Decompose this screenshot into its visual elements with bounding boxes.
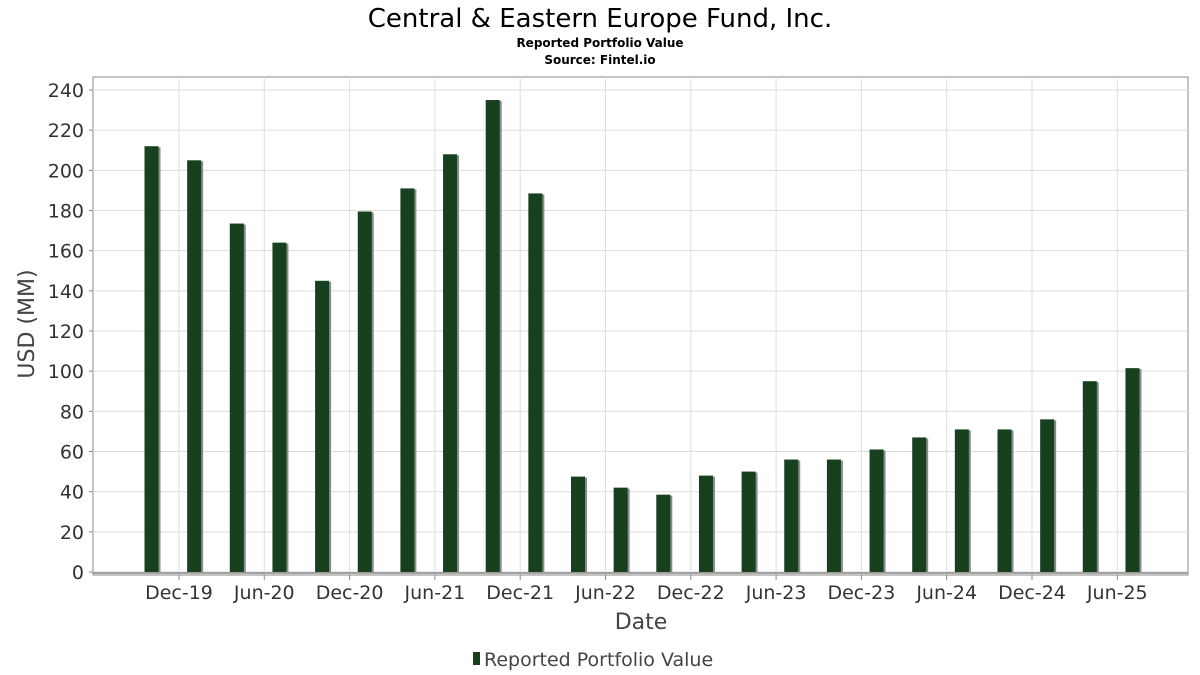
- bar: [698, 475, 713, 572]
- x-tick-label: Jun-25: [1086, 582, 1148, 604]
- x-tick-label: Dec-23: [827, 582, 895, 604]
- bar: [1125, 368, 1140, 572]
- y-tick-label: 40: [60, 482, 84, 504]
- x-tick-label: Jun-24: [915, 582, 977, 604]
- bar: [528, 193, 543, 572]
- x-tick-label: Dec-20: [316, 582, 384, 604]
- bars: [144, 100, 1142, 573]
- x-tick-label: Jun-22: [574, 582, 636, 604]
- y-axis-ticks: 0 20 40 60 80 100 120 140 160 180 200 220 240: [48, 80, 93, 584]
- legend-label: Reported Portfolio Value: [484, 649, 713, 671]
- legend: Reported Portfolio Value: [473, 649, 713, 671]
- y-axis-label: USD (MM): [15, 269, 40, 378]
- legend-swatch: [473, 652, 480, 665]
- bar: [954, 429, 969, 572]
- y-tick-label: 60: [60, 442, 84, 464]
- bar: [571, 476, 585, 572]
- y-tick-label: 140: [48, 281, 84, 303]
- x-tick-label: Jun-23: [745, 582, 807, 604]
- bar: [1082, 381, 1097, 572]
- y-tick-label: 160: [48, 241, 84, 263]
- bar: [869, 449, 884, 572]
- y-tick-label: 100: [48, 361, 84, 383]
- x-axis-label: Date: [615, 610, 668, 635]
- y-tick-label: 220: [48, 120, 84, 142]
- bar: [229, 223, 244, 572]
- bar: [400, 188, 415, 573]
- x-tick-label: Jun-20: [233, 582, 295, 604]
- chart-subtitle: Reported Portfolio Value: [516, 36, 683, 50]
- x-tick-label: Dec-22: [657, 582, 725, 604]
- plot-area: [92, 76, 1189, 576]
- bar: [784, 459, 799, 572]
- y-tick-label: 120: [48, 321, 84, 343]
- bar: [443, 154, 458, 572]
- bar: [997, 429, 1012, 572]
- bar: [741, 471, 756, 572]
- x-axis-ticks: Dec-19 Jun-20 Dec-20 Jun-21 Dec-21 Jun-22 Dec-…: [93, 572, 1188, 604]
- y-tick-label: 200: [48, 160, 84, 182]
- bar: [912, 437, 927, 572]
- bar: [826, 459, 841, 572]
- chart-title: Central & Eastern Europe Fund, Inc.: [368, 4, 832, 34]
- bar: [315, 280, 330, 572]
- x-tick-label: Dec-19: [145, 582, 213, 604]
- y-tick-label: 180: [48, 201, 84, 223]
- bar: [187, 160, 202, 572]
- x-tick-label: Dec-24: [998, 582, 1066, 604]
- bar: [272, 242, 287, 572]
- y-tick-label: 240: [48, 80, 84, 102]
- bar: [485, 100, 500, 573]
- bar: [144, 146, 159, 572]
- bar: [1040, 419, 1055, 572]
- y-tick-label: 0: [72, 562, 84, 584]
- y-tick-label: 20: [60, 522, 84, 544]
- bar: [357, 211, 372, 573]
- chart-source: Source: Fintel.io: [544, 53, 655, 67]
- y-tick-label: 80: [60, 401, 84, 423]
- x-tick-label: Dec-21: [486, 582, 554, 604]
- x-tick-label: Jun-21: [404, 582, 466, 604]
- bar: [613, 487, 628, 572]
- bar: [656, 494, 671, 572]
